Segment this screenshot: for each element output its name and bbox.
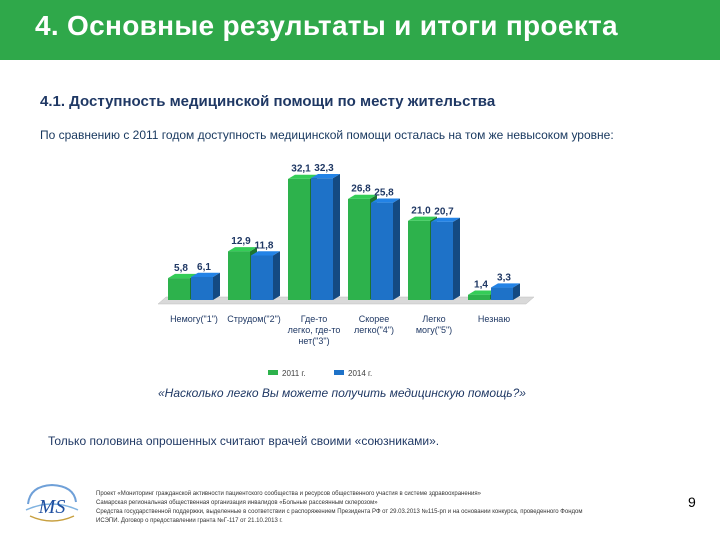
data-label: 12,9 [231, 236, 251, 247]
category-label-line: могу("5") [416, 325, 452, 335]
bar-front [191, 276, 213, 300]
bar-top [191, 272, 220, 277]
data-label: 3,3 [497, 272, 511, 283]
footer-line: Проект «Мониторинг гражданской активност… [96, 491, 481, 497]
intro-text: По сравнению с 2011 годом доступность ме… [40, 128, 614, 142]
data-label: 11,8 [255, 240, 274, 251]
footer-line: ИСЭПИ. Договор о предоставлении гранта №… [96, 518, 283, 524]
page-title: 4. Основные результаты и итоги проекта [35, 10, 618, 41]
conclusion-text: Только половина опрошенных считают враче… [48, 434, 440, 448]
bar-2014-4 [431, 217, 460, 300]
svg-text:MS: MS [38, 496, 66, 518]
bar-front [251, 255, 273, 300]
category-label: Немогу("1") [170, 314, 218, 324]
data-label: 21,0 [411, 206, 431, 217]
legend-swatch-2014 [334, 370, 344, 375]
bar-front [491, 287, 513, 300]
bar-top [371, 198, 400, 203]
category-label-line: легко("4") [354, 325, 394, 335]
category-label-line: Скорее [359, 314, 390, 324]
bar-front [168, 278, 190, 300]
category-label: Где-то легко, где-то нет("3") [288, 314, 341, 346]
data-label: 32,3 [314, 163, 334, 174]
bar-top [491, 283, 520, 288]
bar-top [431, 217, 460, 222]
bar-front [468, 294, 490, 300]
bar-side [213, 272, 220, 300]
data-label: 20,7 [434, 207, 454, 218]
bar-2014-1 [251, 251, 280, 300]
bar-top [311, 173, 340, 179]
bar-top [288, 174, 317, 179]
footer-line: Средства государственной поддержки, выде… [96, 509, 583, 515]
data-label: 1,4 [474, 280, 488, 291]
category-label-line: Струдом("2") [227, 314, 281, 324]
bar-top [228, 247, 257, 252]
bar-front [288, 178, 310, 300]
bar-side [393, 198, 400, 300]
data-label: 6,1 [197, 262, 211, 273]
category-label-line: Где-то [301, 314, 328, 324]
legend-swatch-2011 [268, 370, 278, 375]
bar-2014-5 [491, 283, 520, 300]
bar-front [228, 251, 250, 300]
project-footer: Проект «Мониторинг гражданской активност… [96, 490, 582, 526]
footer-line: Самарская региональная общественная орга… [96, 500, 378, 506]
bar-side [453, 217, 460, 300]
bar-top [348, 194, 377, 199]
bar-top [468, 290, 497, 295]
category-label: Струдом("2") [227, 314, 281, 324]
category-label: Незнаю [478, 314, 510, 324]
data-label: 25,8 [374, 187, 394, 198]
legend-label: 2014 г. [348, 369, 372, 378]
category-label-line: нет("3") [298, 336, 329, 346]
section-subtitle: 4.1. Доступность медицинской помощи по м… [40, 93, 496, 110]
category-label-line: легко, где-то [288, 325, 341, 335]
ms-logo: MS [25, 483, 79, 522]
bar-top [408, 216, 437, 221]
bar-side [273, 251, 280, 300]
bar-side [513, 283, 520, 300]
bar-front [311, 178, 333, 300]
bar-front [408, 220, 430, 300]
data-label: 5,8 [174, 263, 188, 274]
bar-2014-3 [371, 198, 400, 300]
header-bar: 4. Основные результаты и итоги проекта [0, 0, 720, 60]
category-label-line: Легко [422, 314, 445, 324]
category-label-line: Незнаю [478, 314, 510, 324]
category-label: Легко могу("5") [416, 314, 452, 335]
data-label: 32,1 [291, 164, 311, 175]
survey-question: «Насколько легко Вы можете получить меди… [158, 386, 526, 400]
legend-label: 2011 г. [282, 369, 306, 378]
category-label: Скорее легко("4") [354, 314, 394, 335]
bar-front [431, 221, 453, 300]
bar-front [371, 202, 393, 300]
category-label-line: Немогу("1") [170, 314, 218, 324]
bar-front [348, 198, 370, 300]
data-label: 26,8 [351, 184, 371, 195]
bar-top [168, 273, 197, 279]
bar-top [251, 251, 280, 256]
bar-side [333, 173, 340, 300]
bar-2014-0 [191, 272, 220, 300]
page-number: 9 [688, 494, 696, 510]
bar-2014-2 [311, 173, 340, 300]
